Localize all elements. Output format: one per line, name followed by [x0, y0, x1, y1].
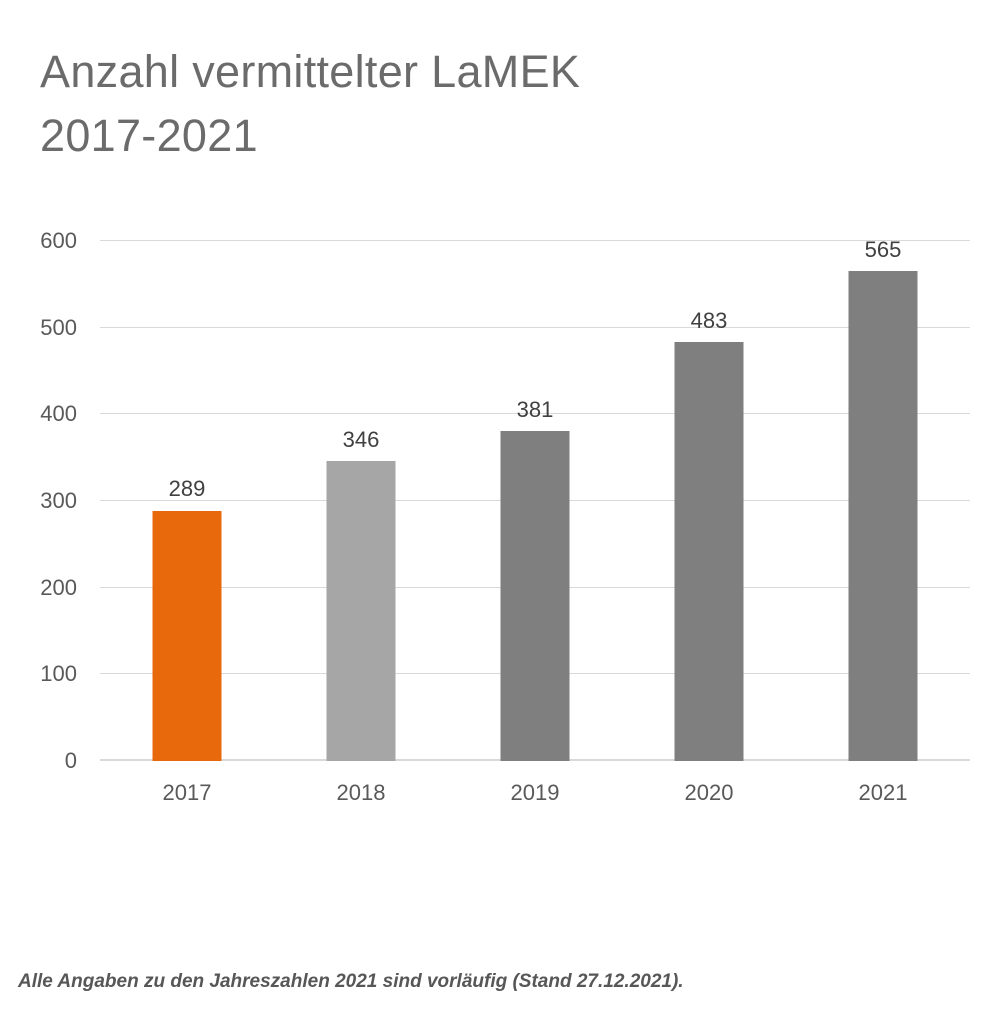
- x-axis-label-2019: 2019: [510, 780, 560, 805]
- x-axis-label-2021: 2021: [858, 780, 908, 805]
- bar-2021: [848, 271, 918, 761]
- chart-title-line2: 2017-2021: [40, 110, 258, 161]
- footnote: Alle Angaben zu den Jahreszahlen 2021 si…: [18, 971, 684, 992]
- chart-title-line1: Anzahl vermittelter LaMEK: [40, 46, 581, 97]
- x-axis-label-2020: 2020: [684, 780, 734, 805]
- bar-2018: [326, 461, 396, 761]
- bar-2019: [500, 430, 570, 761]
- bar-slot-2020: 483 2020: [622, 241, 796, 805]
- bar-2017: [152, 510, 222, 761]
- bar-2020: [674, 342, 744, 761]
- data-label-2020: 483: [690, 308, 728, 334]
- plot-area: 0 100 200 300 400 500 600 289 2017 346 2018 381 2019…: [40, 230, 970, 805]
- y-axis-tick-label: 0: [64, 748, 77, 773]
- y-axis-tick-label: 100: [40, 661, 77, 687]
- bar-slot-2019: 381 2019: [448, 241, 622, 805]
- gridline: [100, 413, 970, 415]
- data-label-2018: 346: [342, 426, 380, 452]
- y-axis-tick-label: 500: [40, 314, 77, 340]
- bar-slot-2021: 565 2021: [796, 237, 970, 805]
- data-label-2017: 289: [168, 476, 206, 502]
- data-label-2019: 381: [516, 396, 554, 422]
- y-axis-tick-label: 300: [40, 488, 77, 513]
- bar-slot-2018: 346 2018: [274, 241, 448, 805]
- gridline: [100, 326, 970, 328]
- x-axis-label-2017: 2017: [162, 780, 212, 805]
- chart-title: Anzahl vermittelter LaMEK 2017-2021: [40, 40, 580, 168]
- x-axis-label-2018: 2018: [336, 780, 386, 805]
- data-label-2021: 565: [864, 237, 902, 263]
- gridline: [100, 240, 970, 241]
- y-axis-tick-label: 200: [40, 574, 77, 600]
- y-axis-tick-label: 600: [40, 228, 77, 253]
- y-axis-tick-label: 400: [40, 401, 77, 427]
- bar-slot-2017: 289 2017: [100, 241, 274, 805]
